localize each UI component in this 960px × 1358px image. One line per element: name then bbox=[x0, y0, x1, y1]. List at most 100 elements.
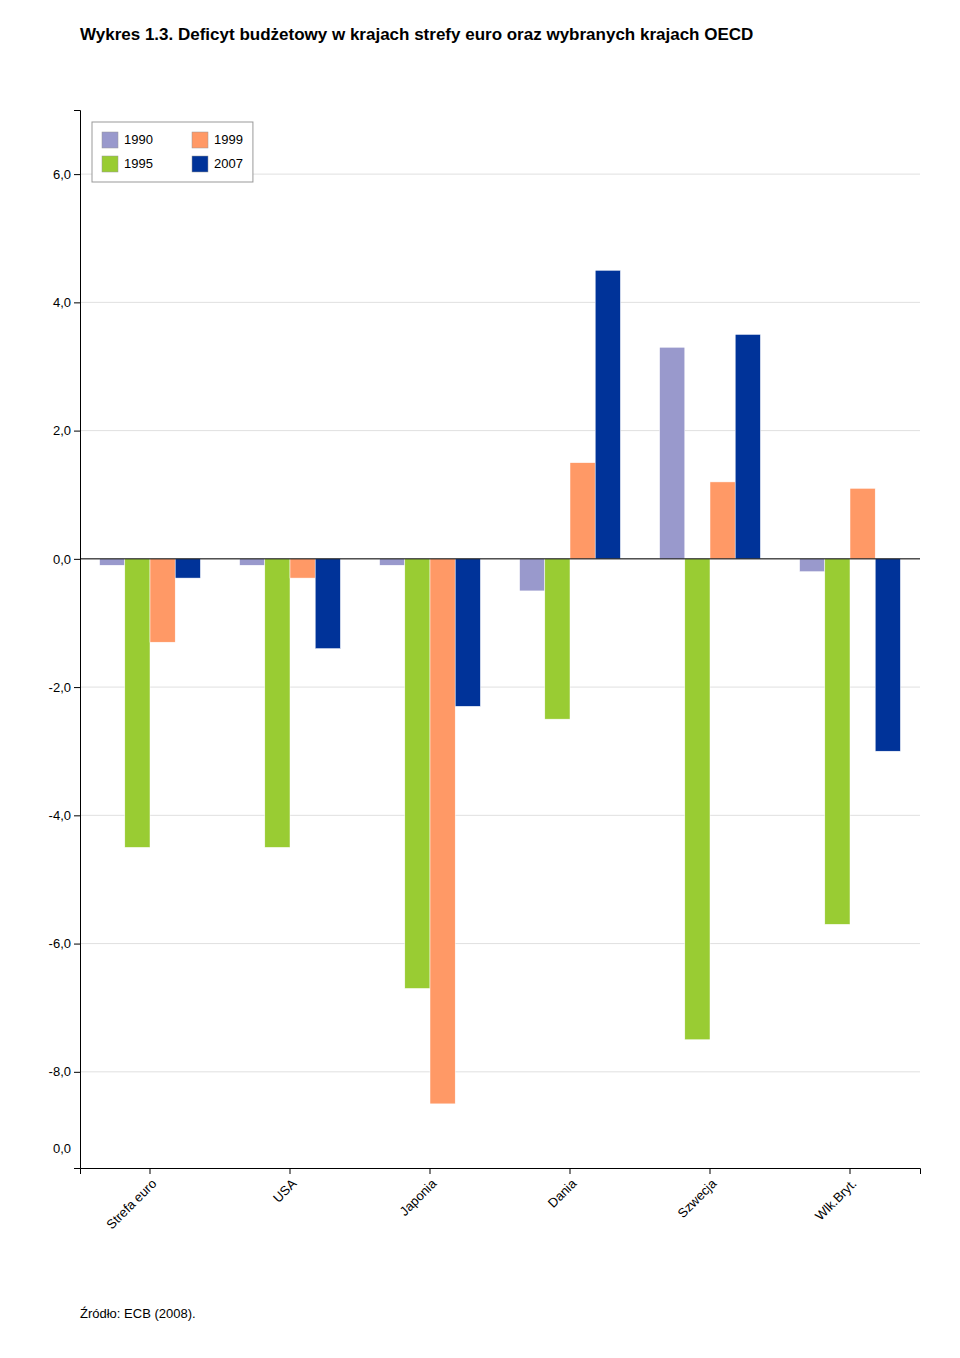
grid-line bbox=[80, 302, 920, 303]
x-axis-line bbox=[81, 1169, 921, 1175]
legend-item: 1995 bbox=[102, 156, 153, 172]
bars bbox=[100, 270, 901, 1104]
bar bbox=[825, 559, 850, 924]
y-tick: 0,0 bbox=[53, 552, 80, 567]
legend-swatch bbox=[192, 132, 208, 148]
bar bbox=[660, 347, 685, 559]
x-tick-mark bbox=[570, 1168, 571, 1174]
source: Źródło: ECB (2008). bbox=[80, 1306, 196, 1321]
legend-label: 1990 bbox=[124, 132, 153, 147]
y-tick-label: 4,0 bbox=[53, 295, 71, 310]
bar bbox=[290, 559, 315, 578]
legend-item: 1990 bbox=[102, 132, 153, 148]
bar bbox=[570, 463, 595, 559]
title: Wykres 1.3. Deficyt budżetowy w krajach … bbox=[80, 25, 753, 44]
annotation: 0,0 bbox=[53, 1141, 71, 1156]
y-tick: 6,0 bbox=[53, 167, 80, 182]
y-tick-mark bbox=[74, 944, 80, 945]
bar bbox=[125, 559, 150, 848]
y-tick-mark bbox=[74, 302, 80, 303]
x-tick-mark bbox=[150, 1168, 151, 1174]
y-tick-mark bbox=[74, 1072, 80, 1073]
x-tick-mark bbox=[710, 1168, 711, 1174]
y-tick: -8,0 bbox=[49, 1064, 80, 1079]
x-tick-label: USA bbox=[270, 1176, 300, 1206]
bar bbox=[430, 559, 455, 1104]
bar bbox=[595, 270, 620, 559]
y-tick-label: -4,0 bbox=[49, 808, 71, 823]
series bbox=[175, 270, 900, 751]
y-tick-mark bbox=[74, 431, 80, 432]
y-tick-mark bbox=[74, 815, 80, 816]
y-tick-mark bbox=[74, 174, 80, 175]
y-tick-mark bbox=[74, 559, 80, 560]
bar bbox=[545, 559, 570, 719]
y-tick: 2,0 bbox=[53, 423, 80, 438]
x-tick: Dania bbox=[545, 1168, 580, 1211]
title-line: Wykres 1.3. Deficyt budżetowy w krajach … bbox=[80, 25, 753, 44]
bar bbox=[800, 559, 825, 572]
y-tick-mark bbox=[74, 687, 80, 688]
y-tick-label: 2,0 bbox=[53, 423, 71, 438]
y-tick: -2,0 bbox=[49, 680, 80, 695]
legend-swatch bbox=[102, 156, 118, 172]
series bbox=[100, 347, 825, 591]
x-tick-mark bbox=[850, 1168, 851, 1174]
bar bbox=[710, 482, 735, 559]
y-tick: -6,0 bbox=[49, 936, 80, 951]
legend-label: 2007 bbox=[214, 156, 243, 171]
y-axis-line bbox=[74, 111, 81, 1169]
bar bbox=[685, 559, 710, 1040]
legend-frame bbox=[92, 122, 253, 182]
bar bbox=[240, 559, 265, 565]
chart: Wykres 1.3. Deficyt budżetowy w krajach … bbox=[0, 0, 960, 1358]
y-tick-label: -2,0 bbox=[49, 680, 71, 695]
bar bbox=[520, 559, 545, 591]
bar bbox=[315, 559, 340, 649]
x-tick: Japonia bbox=[397, 1168, 440, 1219]
bar bbox=[150, 559, 175, 642]
bar bbox=[380, 559, 405, 565]
y-tick: -4,0 bbox=[49, 808, 80, 823]
bar bbox=[405, 559, 430, 989]
grid bbox=[80, 174, 920, 1072]
legend-swatch bbox=[192, 156, 208, 172]
bar bbox=[875, 559, 900, 751]
grid-line bbox=[80, 943, 920, 944]
y-tick: 4,0 bbox=[53, 295, 80, 310]
bar bbox=[265, 559, 290, 848]
grid-line bbox=[80, 430, 920, 431]
x-tick-mark bbox=[430, 1168, 431, 1174]
x-tick-label: Japonia bbox=[397, 1175, 440, 1218]
plot: 6,0 4,0 2,0 0,0 -2,0 -4,0 -6,0 -8,0 Strefa euro U… bbox=[49, 111, 921, 1233]
series bbox=[125, 559, 850, 1040]
y-tick-label: -8,0 bbox=[49, 1064, 71, 1079]
bar bbox=[175, 559, 200, 578]
legend-swatch bbox=[102, 132, 118, 148]
x-tick-label: Strefa euro bbox=[103, 1176, 159, 1232]
x-tick: Wlk.Bryt. bbox=[812, 1168, 859, 1223]
grid-line bbox=[80, 558, 920, 559]
x-axis: Strefa euro USA Japonia Dania Szwecja Wlk.Bry… bbox=[81, 1168, 921, 1232]
x-tick: USA bbox=[270, 1168, 300, 1206]
grid-line bbox=[80, 815, 920, 816]
y-tick-label: -6,0 bbox=[49, 936, 71, 951]
x-tick-mark bbox=[290, 1168, 291, 1174]
x-tick-label: Szwecja bbox=[675, 1175, 720, 1220]
grid-line bbox=[80, 687, 920, 688]
bar bbox=[455, 559, 480, 706]
x-tick: Strefa euro bbox=[103, 1168, 159, 1232]
y-tick-label: 0,0 bbox=[53, 552, 71, 567]
legend-item: 2007 bbox=[192, 156, 243, 172]
bar bbox=[735, 334, 760, 558]
bar bbox=[100, 559, 125, 565]
x-tick-label: Wlk.Bryt. bbox=[812, 1176, 859, 1223]
y-tick-label: 6,0 bbox=[53, 167, 71, 182]
grid-line bbox=[80, 1071, 920, 1072]
legend-label: 1995 bbox=[124, 156, 153, 171]
legend: 1990 1995 1999 2007 bbox=[92, 122, 253, 182]
legend-item: 1999 bbox=[192, 132, 243, 148]
bar bbox=[850, 488, 875, 559]
legend-label: 1999 bbox=[214, 132, 243, 147]
zero-line bbox=[80, 558, 920, 559]
